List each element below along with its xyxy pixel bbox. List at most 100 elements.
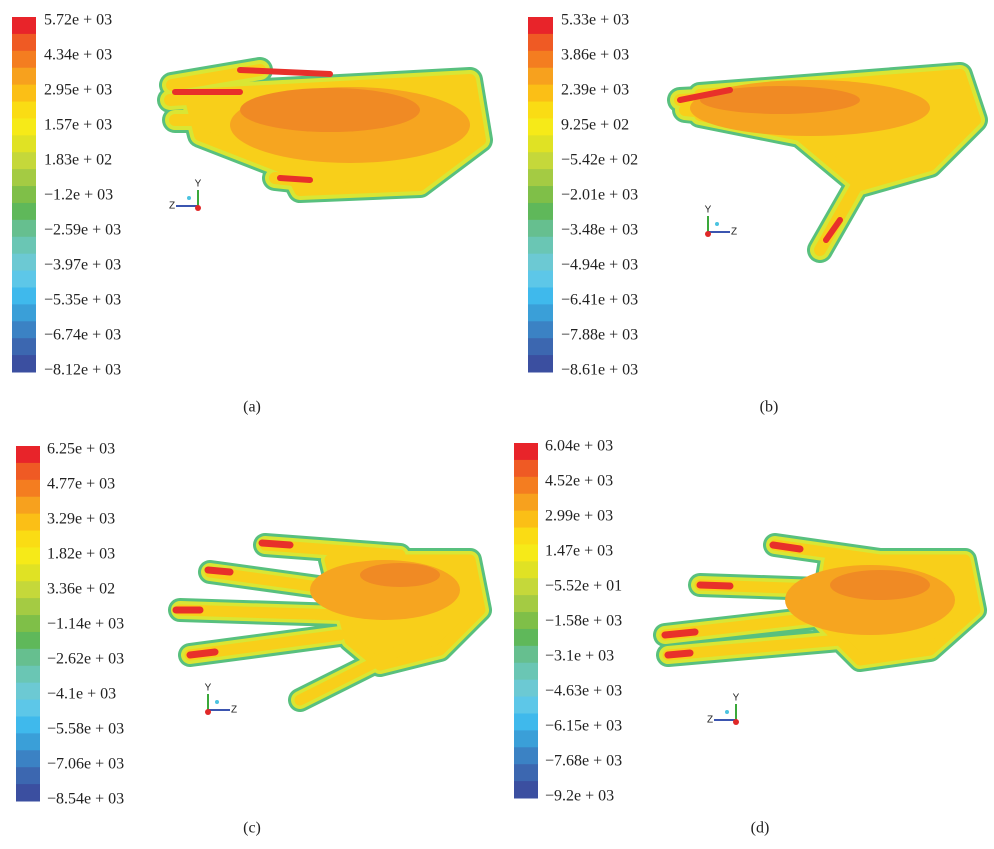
triad-dot	[725, 710, 729, 714]
legend-label: −4.94e + 03	[561, 257, 638, 274]
color-band	[514, 459, 538, 478]
color-band	[528, 135, 553, 153]
color-band	[514, 595, 538, 613]
legend-label: 3.86e + 03	[561, 47, 629, 64]
legend-label: 4.34e + 03	[44, 47, 112, 64]
legend-label: 1.82e + 03	[47, 546, 115, 563]
color-band	[16, 496, 40, 515]
color-band	[514, 747, 538, 765]
color-band	[528, 17, 553, 35]
legend-label: 2.39e + 03	[561, 82, 629, 99]
triad-origin	[733, 719, 739, 725]
color-band	[12, 338, 36, 356]
legend-label: 1.47e + 03	[545, 543, 613, 560]
color-band	[514, 645, 538, 664]
legend-label: −3.48e + 03	[561, 222, 638, 239]
color-band	[12, 355, 36, 373]
color-band	[514, 612, 538, 630]
triad-dot	[215, 700, 219, 704]
color-band	[12, 101, 36, 119]
color-band	[514, 544, 538, 562]
color-band	[12, 152, 36, 170]
colorbar	[16, 446, 40, 802]
color-band	[528, 169, 553, 187]
color-band	[12, 169, 36, 187]
triad-z-label: Z	[707, 715, 713, 726]
triad-dot	[715, 222, 719, 226]
hand-c	[176, 543, 480, 700]
legend-label: −5.58e + 03	[47, 721, 124, 738]
color-band	[514, 510, 538, 529]
hand-a	[170, 70, 480, 190]
color-band	[528, 50, 553, 69]
triad-y-label: Y	[733, 693, 740, 704]
triad-y-label: Y	[195, 179, 202, 190]
triad-z-label: Z	[169, 201, 175, 212]
color-band	[12, 135, 36, 153]
legend-label: −3.1e + 03	[545, 648, 614, 665]
legend-label: −8.61e + 03	[561, 362, 638, 379]
legend-label: −1.14e + 03	[47, 616, 124, 633]
color-band	[12, 186, 36, 204]
hand-b	[680, 75, 975, 250]
color-band	[514, 713, 538, 731]
legend-label: 4.52e + 03	[545, 473, 613, 490]
caption: (d)	[751, 820, 770, 837]
legend-label: 3.36e + 02	[47, 581, 115, 598]
color-band	[514, 764, 538, 782]
color-band	[528, 253, 553, 272]
color-band	[514, 443, 538, 461]
color-band	[12, 304, 36, 322]
caption: (b)	[760, 399, 779, 416]
legend-label: −7.68e + 03	[545, 753, 622, 770]
color-band	[514, 561, 538, 579]
color-band	[514, 578, 538, 596]
color-band	[16, 733, 40, 751]
legend-label: 2.99e + 03	[545, 508, 613, 525]
legend-label: −4.1e + 03	[47, 686, 116, 703]
axis-triad: YZ	[169, 179, 202, 212]
color-band	[16, 564, 40, 582]
color-band	[16, 479, 40, 498]
legend-label: −2.01e + 03	[561, 187, 638, 204]
color-band	[528, 152, 553, 170]
legend-label: 1.57e + 03	[44, 117, 112, 134]
legend-label: 9.25e + 02	[561, 117, 629, 134]
color-band	[12, 17, 36, 35]
legend-label: −8.12e + 03	[44, 362, 121, 379]
color-band	[528, 304, 553, 322]
hand-contours	[170, 70, 975, 700]
color-band	[12, 219, 36, 238]
panel: 5.33e + 03 3.86e + 03 2.39e + 03 9.25e + 02…	[528, 12, 778, 416]
color-band	[528, 287, 553, 305]
color-band	[12, 287, 36, 305]
color-band	[528, 186, 553, 204]
color-band	[12, 202, 36, 221]
color-band	[514, 679, 538, 698]
hand-d	[665, 545, 975, 660]
caption: (c)	[243, 820, 261, 837]
legend-label: −4.63e + 03	[545, 683, 622, 700]
legend-label: 6.04e + 03	[545, 438, 613, 455]
colorbar	[12, 17, 36, 373]
color-band	[12, 50, 36, 69]
color-band	[12, 236, 36, 255]
color-band	[528, 338, 553, 356]
panel: 6.04e + 03 4.52e + 03 2.99e + 03 1.47e + 03…	[514, 438, 769, 837]
color-band	[16, 784, 40, 802]
color-band	[16, 631, 40, 650]
legend-label: −9.2e + 03	[545, 788, 614, 805]
color-band	[16, 615, 40, 633]
triad-z-label: Z	[731, 227, 737, 238]
legend-label: 2.95e + 03	[44, 82, 112, 99]
triad-origin	[205, 709, 211, 715]
color-band	[514, 696, 538, 714]
color-band	[16, 547, 40, 565]
color-band	[514, 527, 538, 545]
color-band	[514, 493, 538, 512]
color-band	[528, 118, 553, 136]
color-band	[12, 270, 36, 288]
color-band	[528, 33, 553, 52]
